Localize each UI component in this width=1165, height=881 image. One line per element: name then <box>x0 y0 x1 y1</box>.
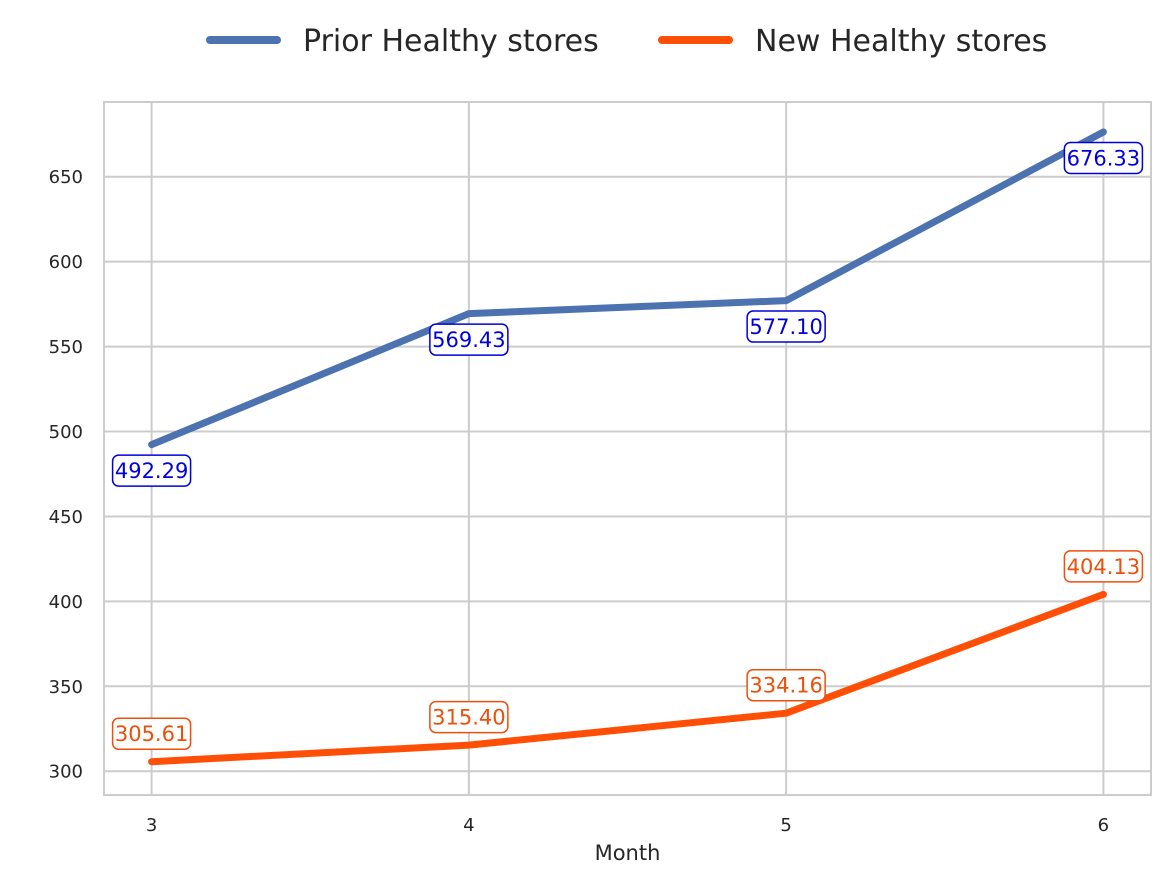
y-tick-label: 550 <box>49 337 83 358</box>
data-label-text: 492.29 <box>115 459 188 483</box>
data-label-box <box>111 454 192 487</box>
grid <box>104 102 1151 795</box>
series-line-1 <box>148 590 1107 766</box>
series-line-0 <box>148 128 1107 449</box>
data-label-text: 315.40 <box>432 706 505 730</box>
y-tick-label: 600 <box>49 252 83 273</box>
data-label-text: 404.13 <box>1067 555 1140 579</box>
data-label-box <box>746 310 826 343</box>
data-label-box <box>429 323 509 356</box>
data-label-text: 676.33 <box>1067 147 1140 171</box>
data-label-1-0: 305.61 <box>111 717 192 750</box>
series-group <box>148 128 1107 766</box>
x-tick-label: 6 <box>1098 815 1109 836</box>
legend-item-0: Prior Healthy stores <box>206 24 599 59</box>
y-tick-label: 450 <box>49 507 83 528</box>
y-axis: 300 350 400 450 500 550 600 650 <box>49 167 83 782</box>
data-label-text: 334.16 <box>749 674 822 698</box>
data-label-box <box>1063 550 1144 583</box>
y-tick-label: 500 <box>49 422 83 443</box>
x-tick-label: 3 <box>146 815 157 836</box>
plot-frame <box>103 101 1152 796</box>
legend-label: Prior Healthy stores <box>303 24 599 59</box>
data-label-text: 305.61 <box>115 722 188 746</box>
y-tick-label: 400 <box>49 592 83 613</box>
data-label-box <box>429 700 509 734</box>
data-label-1-1: 315.40 <box>429 700 509 734</box>
data-label-box <box>111 717 192 750</box>
x-tick-label: 5 <box>780 815 791 836</box>
x-tick-label: 4 <box>463 815 474 836</box>
data-label-1-3: 404.13 <box>1063 550 1144 583</box>
y-tick-label: 300 <box>49 762 83 783</box>
data-label-text: 577.10 <box>749 315 822 339</box>
data-label-1-2: 334.16 <box>746 668 826 702</box>
x-axis-title: Month <box>595 841 661 865</box>
legend-item-1: New Healthy stores <box>658 24 1047 59</box>
data-label-0-0: 492.29 <box>111 454 192 487</box>
y-tick-label: 350 <box>49 677 83 698</box>
y-tick-label: 650 <box>49 167 83 188</box>
data-label-0-1: 569.43 <box>429 323 509 356</box>
x-axis: 3 4 5 6 <box>146 815 1109 836</box>
data-label-0-2: 577.10 <box>746 310 826 343</box>
legend: Prior Healthy stores New Healthy stores <box>206 24 1047 59</box>
data-labels: 492.29 569.43 577.10 676.33 305.61 315.40 334.… <box>111 141 1144 750</box>
data-label-box <box>1063 141 1144 175</box>
legend-label: New Healthy stores <box>755 24 1047 59</box>
data-label-box <box>746 668 826 702</box>
data-label-0-3: 676.33 <box>1063 141 1144 175</box>
data-label-text: 569.43 <box>432 328 505 352</box>
